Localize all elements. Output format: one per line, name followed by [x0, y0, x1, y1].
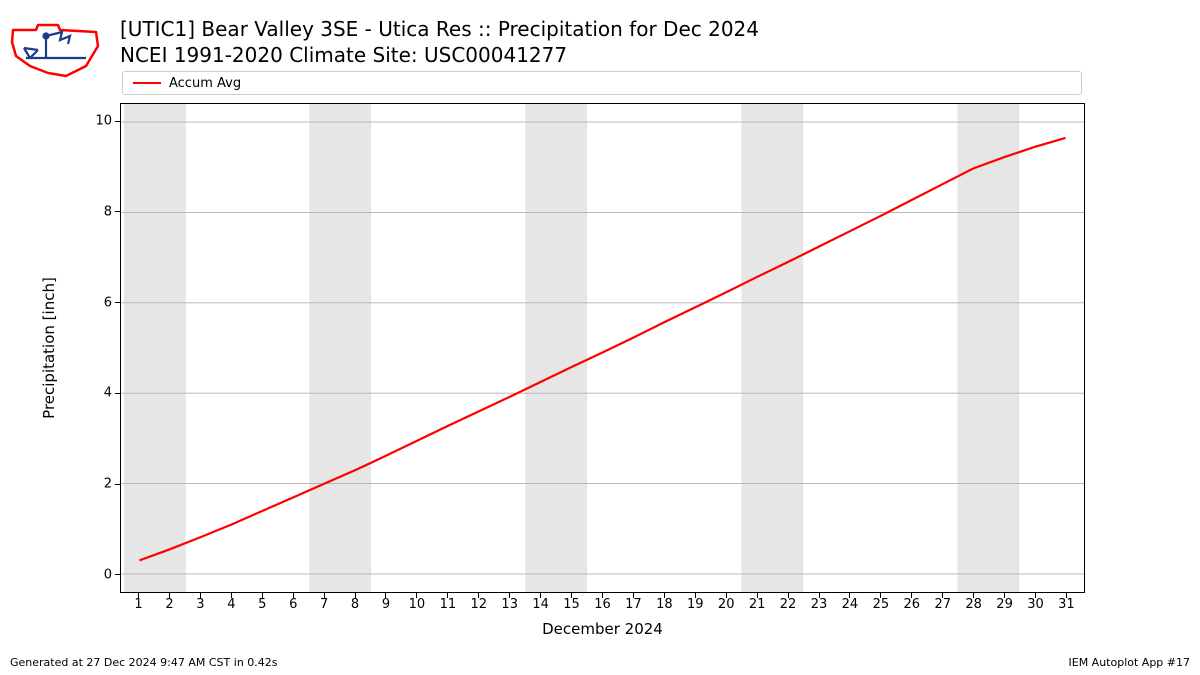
plot-area	[120, 103, 1085, 593]
y-tick-mark	[115, 393, 120, 394]
x-axis-label: December 2024	[120, 620, 1085, 638]
y-tick-mark	[115, 574, 120, 575]
x-tick-label: 1	[134, 597, 142, 612]
x-tick-label: 28	[965, 597, 982, 612]
x-tick-mark	[1004, 593, 1005, 598]
x-tick-label: 20	[718, 597, 735, 612]
x-tick-mark	[200, 593, 201, 598]
x-tick-mark	[293, 593, 294, 598]
x-tick-mark	[355, 593, 356, 598]
x-tick-label: 29	[996, 597, 1013, 612]
x-tick-label: 5	[258, 597, 266, 612]
x-tick-label: 31	[1058, 597, 1075, 612]
x-tick-mark	[324, 593, 325, 598]
x-tick-mark	[540, 593, 541, 598]
y-tick-label: 10	[88, 114, 112, 129]
y-tick-label: 6	[88, 295, 112, 310]
title-line-2: NCEI 1991-2020 Climate Site: USC00041277	[120, 42, 759, 68]
x-tick-label: 30	[1027, 597, 1044, 612]
footer-app: IEM Autoplot App #17	[1069, 656, 1191, 669]
x-tick-mark	[262, 593, 263, 598]
x-tick-mark	[1035, 593, 1036, 598]
legend-label: Accum Avg	[169, 76, 241, 91]
x-tick-label: 15	[563, 597, 580, 612]
y-tick-mark	[115, 484, 120, 485]
x-tick-label: 3	[196, 597, 204, 612]
x-tick-mark	[788, 593, 789, 598]
x-tick-mark	[819, 593, 820, 598]
x-tick-mark	[478, 593, 479, 598]
x-tick-label: 13	[501, 597, 518, 612]
x-tick-mark	[757, 593, 758, 598]
x-tick-mark	[509, 593, 510, 598]
iem-logo	[8, 18, 103, 84]
x-tick-mark	[911, 593, 912, 598]
x-tick-mark	[385, 593, 386, 598]
x-tick-label: 12	[471, 597, 488, 612]
x-tick-label: 27	[934, 597, 951, 612]
x-tick-mark	[973, 593, 974, 598]
x-tick-mark	[571, 593, 572, 598]
x-tick-label: 6	[289, 597, 297, 612]
x-tick-label: 26	[904, 597, 921, 612]
x-tick-mark	[416, 593, 417, 598]
x-tick-mark	[726, 593, 727, 598]
x-tick-label: 2	[165, 597, 173, 612]
y-tick-mark	[115, 121, 120, 122]
y-tick-label: 8	[88, 204, 112, 219]
x-tick-label: 14	[532, 597, 549, 612]
x-tick-label: 22	[780, 597, 797, 612]
x-tick-label: 19	[687, 597, 704, 612]
x-tick-mark	[231, 593, 232, 598]
x-tick-label: 17	[625, 597, 642, 612]
x-tick-label: 21	[749, 597, 766, 612]
y-axis-label: Precipitation [inch]	[40, 103, 60, 593]
x-tick-label: 7	[320, 597, 328, 612]
x-tick-label: 11	[440, 597, 457, 612]
x-tick-mark	[695, 593, 696, 598]
x-tick-mark	[169, 593, 170, 598]
x-tick-label: 24	[842, 597, 859, 612]
chart-title: [UTIC1] Bear Valley 3SE - Utica Res :: P…	[120, 16, 759, 68]
y-tick-label: 4	[88, 386, 112, 401]
x-tick-mark	[942, 593, 943, 598]
x-tick-mark	[849, 593, 850, 598]
x-tick-label: 10	[409, 597, 426, 612]
y-tick-label: 2	[88, 477, 112, 492]
x-tick-label: 18	[656, 597, 673, 612]
y-tick-mark	[115, 211, 120, 212]
x-tick-label: 23	[811, 597, 828, 612]
legend-swatch	[133, 82, 161, 84]
x-tick-mark	[602, 593, 603, 598]
legend: Accum Avg	[122, 71, 1082, 95]
x-tick-label: 8	[351, 597, 359, 612]
x-tick-mark	[880, 593, 881, 598]
x-tick-label: 25	[873, 597, 890, 612]
x-tick-label: 4	[227, 597, 235, 612]
x-tick-mark	[447, 593, 448, 598]
y-tick-label: 0	[88, 567, 112, 582]
x-tick-label: 16	[594, 597, 611, 612]
x-tick-mark	[633, 593, 634, 598]
footer-generated: Generated at 27 Dec 2024 9:47 AM CST in …	[10, 656, 278, 669]
title-line-1: [UTIC1] Bear Valley 3SE - Utica Res :: P…	[120, 16, 759, 42]
x-tick-mark	[664, 593, 665, 598]
x-tick-mark	[1066, 593, 1067, 598]
y-tick-mark	[115, 302, 120, 303]
x-tick-label: 9	[382, 597, 390, 612]
plot-svg	[121, 104, 1084, 592]
x-tick-mark	[138, 593, 139, 598]
